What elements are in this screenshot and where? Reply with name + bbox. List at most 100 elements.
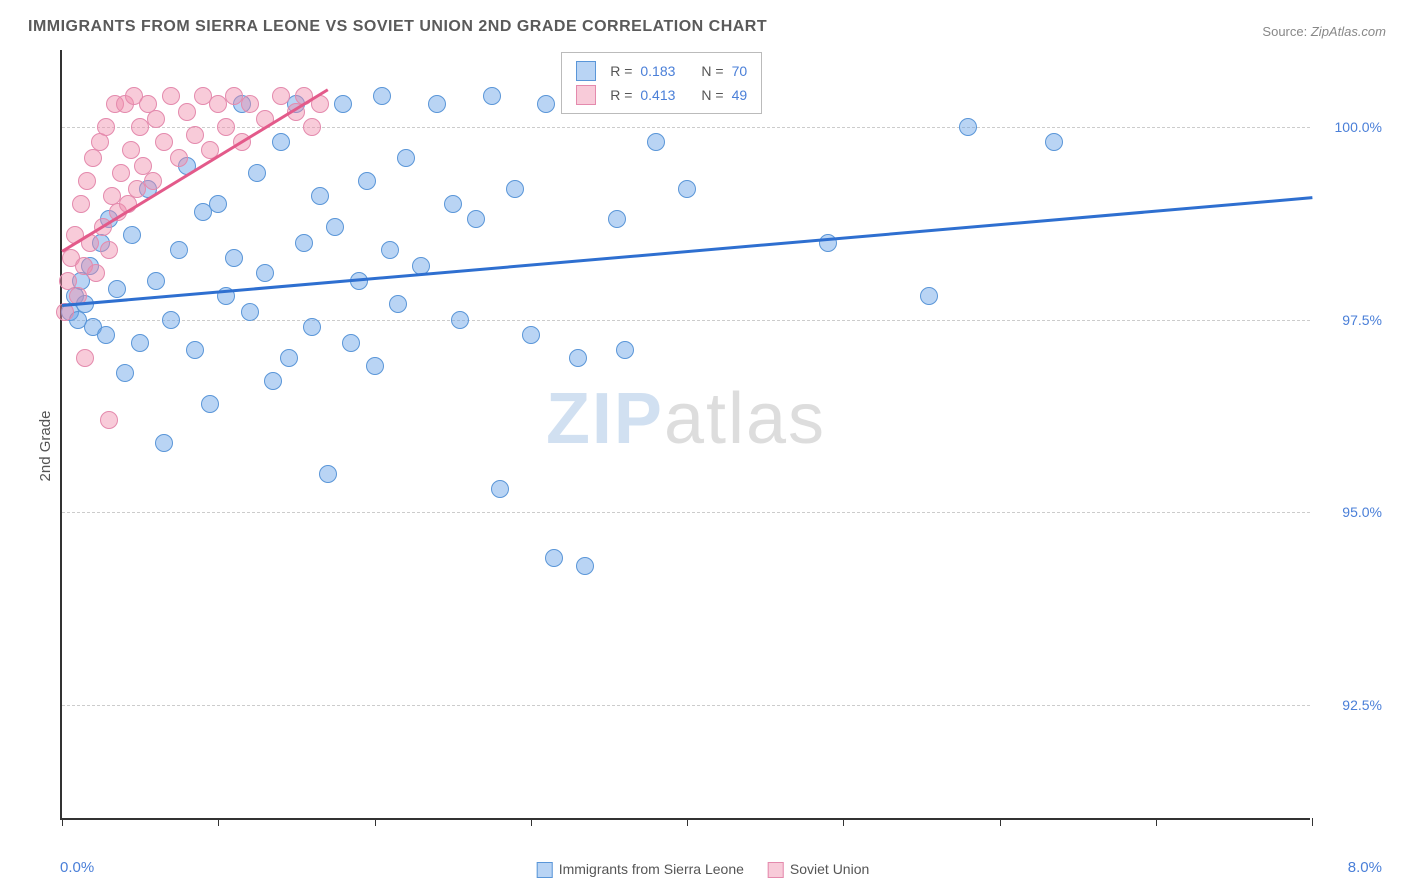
- data-point[interactable]: [264, 372, 282, 390]
- data-point[interactable]: [451, 311, 469, 329]
- data-point[interactable]: [467, 210, 485, 228]
- data-point[interactable]: [342, 334, 360, 352]
- x-tick: [1312, 818, 1313, 826]
- data-point[interactable]: [241, 95, 259, 113]
- data-point[interactable]: [155, 434, 173, 452]
- data-point[interactable]: [678, 180, 696, 198]
- data-point[interactable]: [311, 187, 329, 205]
- data-point[interactable]: [428, 95, 446, 113]
- data-point[interactable]: [248, 164, 266, 182]
- source-attribution: Source: ZipAtlas.com: [1262, 24, 1386, 39]
- data-point[interactable]: [483, 87, 501, 105]
- x-axis-min-label: 0.0%: [60, 859, 94, 876]
- data-point[interactable]: [616, 341, 634, 359]
- data-point[interactable]: [144, 172, 162, 190]
- gridline: [62, 127, 1310, 128]
- data-point[interactable]: [155, 133, 173, 151]
- data-point[interactable]: [334, 95, 352, 113]
- data-point[interactable]: [162, 87, 180, 105]
- data-point[interactable]: [162, 311, 180, 329]
- data-point[interactable]: [319, 465, 337, 483]
- data-point[interactable]: [545, 549, 563, 567]
- data-point[interactable]: [241, 303, 259, 321]
- data-point[interactable]: [397, 149, 415, 167]
- data-point[interactable]: [326, 218, 344, 236]
- data-point[interactable]: [147, 110, 165, 128]
- data-point[interactable]: [170, 241, 188, 259]
- data-point[interactable]: [108, 280, 126, 298]
- legend-item[interactable]: Immigrants from Sierra Leone: [537, 861, 744, 878]
- data-point[interactable]: [295, 234, 313, 252]
- data-point[interactable]: [272, 87, 290, 105]
- data-point[interactable]: [491, 480, 509, 498]
- data-point[interactable]: [131, 334, 149, 352]
- data-point[interactable]: [576, 557, 594, 575]
- data-point[interactable]: [84, 149, 102, 167]
- source-label: Source:: [1262, 24, 1307, 39]
- data-point[interactable]: [87, 264, 105, 282]
- data-point[interactable]: [147, 272, 165, 290]
- r-value: 0.413: [640, 87, 675, 103]
- data-point[interactable]: [178, 103, 196, 121]
- data-point[interactable]: [303, 118, 321, 136]
- data-point[interactable]: [170, 149, 188, 167]
- data-point[interactable]: [272, 133, 290, 151]
- data-point[interactable]: [366, 357, 384, 375]
- data-point[interactable]: [506, 180, 524, 198]
- data-point[interactable]: [123, 226, 141, 244]
- legend-row: R = 0.413N = 49: [576, 83, 747, 107]
- data-point[interactable]: [186, 341, 204, 359]
- n-label: N =: [701, 87, 723, 103]
- data-point[interactable]: [201, 395, 219, 413]
- data-point[interactable]: [280, 349, 298, 367]
- data-point[interactable]: [920, 287, 938, 305]
- source-link[interactable]: ZipAtlas.com: [1311, 24, 1386, 39]
- data-point[interactable]: [122, 141, 140, 159]
- data-point[interactable]: [373, 87, 391, 105]
- gridline: [62, 705, 1310, 706]
- data-point[interactable]: [78, 172, 96, 190]
- data-point[interactable]: [1045, 133, 1063, 151]
- data-point[interactable]: [358, 172, 376, 190]
- data-point[interactable]: [100, 241, 118, 259]
- x-tick: [843, 818, 844, 826]
- data-point[interactable]: [116, 364, 134, 382]
- n-value: 70: [732, 63, 748, 79]
- data-point[interactable]: [569, 349, 587, 367]
- data-point[interactable]: [381, 241, 399, 259]
- data-point[interactable]: [100, 411, 118, 429]
- data-point[interactable]: [647, 133, 665, 151]
- data-point[interactable]: [819, 234, 837, 252]
- data-point[interactable]: [76, 349, 94, 367]
- x-axis-max-label: 8.0%: [1348, 859, 1382, 876]
- legend-row: R = 0.183 N = 70: [576, 59, 747, 83]
- data-point[interactable]: [186, 126, 204, 144]
- data-point[interactable]: [256, 264, 274, 282]
- data-point[interactable]: [97, 326, 115, 344]
- data-point[interactable]: [959, 118, 977, 136]
- y-tick-label: 97.5%: [1342, 312, 1382, 328]
- r-value: 0.183: [640, 63, 675, 79]
- y-tick-label: 95.0%: [1342, 504, 1382, 520]
- data-point[interactable]: [225, 249, 243, 267]
- legend-swatch: [537, 862, 553, 878]
- legend-swatch: [576, 61, 596, 81]
- data-point[interactable]: [389, 295, 407, 313]
- n-label: N =: [701, 63, 723, 79]
- data-point[interactable]: [209, 195, 227, 213]
- data-point[interactable]: [217, 118, 235, 136]
- data-point[interactable]: [91, 133, 109, 151]
- data-point[interactable]: [303, 318, 321, 336]
- data-point[interactable]: [608, 210, 626, 228]
- r-label: R =: [610, 63, 632, 79]
- watermark-atlas: atlas: [664, 379, 826, 459]
- data-point[interactable]: [72, 195, 90, 213]
- legend-item[interactable]: Soviet Union: [768, 861, 869, 878]
- data-point[interactable]: [444, 195, 462, 213]
- gridline: [62, 512, 1310, 513]
- data-point[interactable]: [522, 326, 540, 344]
- y-tick-label: 100.0%: [1335, 119, 1382, 135]
- data-point[interactable]: [112, 164, 130, 182]
- data-point[interactable]: [97, 118, 115, 136]
- data-point[interactable]: [537, 95, 555, 113]
